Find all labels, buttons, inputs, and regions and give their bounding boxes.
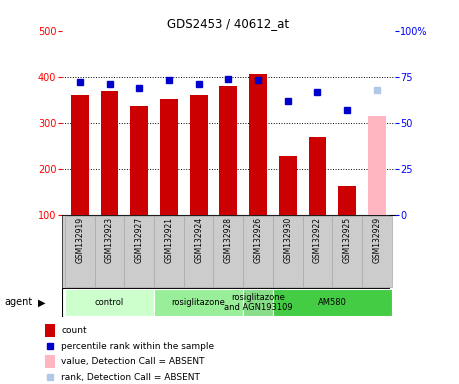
Text: GSM132923: GSM132923	[105, 217, 114, 263]
Bar	[219, 86, 237, 215]
Text: rosiglitazone: rosiglitazone	[172, 298, 225, 307]
Bar	[101, 91, 118, 215]
Bar	[279, 156, 297, 215]
Text: GSM132930: GSM132930	[283, 217, 292, 263]
Text: GSM132927: GSM132927	[134, 217, 144, 263]
Bar	[302, 216, 332, 287]
Text: GSM132922: GSM132922	[313, 217, 322, 263]
Text: ▶: ▶	[38, 297, 45, 308]
Text: rosiglitazone
and AGN193109: rosiglitazone and AGN193109	[224, 293, 292, 312]
Bar	[45, 324, 55, 337]
Text: AM580: AM580	[318, 298, 347, 307]
Bar	[160, 99, 178, 215]
Bar	[368, 116, 386, 215]
Text: GSM132926: GSM132926	[253, 217, 263, 263]
Text: agent: agent	[5, 297, 33, 308]
Bar	[213, 216, 243, 287]
Bar	[154, 216, 184, 287]
Bar	[308, 137, 326, 215]
Bar	[65, 216, 95, 287]
Bar	[95, 216, 124, 287]
Bar	[124, 216, 154, 287]
Bar	[154, 289, 243, 316]
Bar	[184, 216, 213, 287]
Bar	[338, 186, 356, 215]
Bar	[273, 216, 302, 287]
Title: GDS2453 / 40612_at: GDS2453 / 40612_at	[167, 17, 290, 30]
Bar	[65, 289, 154, 316]
Bar	[332, 216, 362, 287]
Bar	[71, 95, 89, 215]
Bar	[362, 216, 392, 287]
Bar	[45, 355, 55, 368]
Text: rank, Detection Call = ABSENT: rank, Detection Call = ABSENT	[61, 373, 200, 382]
Bar	[243, 216, 273, 287]
Text: value, Detection Call = ABSENT: value, Detection Call = ABSENT	[61, 357, 205, 366]
Text: GSM132919: GSM132919	[75, 217, 84, 263]
Text: percentile rank within the sample: percentile rank within the sample	[61, 342, 214, 351]
Text: GSM132929: GSM132929	[372, 217, 381, 263]
Bar	[130, 106, 148, 215]
Bar	[249, 74, 267, 215]
Text: GSM132925: GSM132925	[343, 217, 352, 263]
Text: GSM132924: GSM132924	[194, 217, 203, 263]
Text: control: control	[95, 298, 124, 307]
Text: GSM132928: GSM132928	[224, 217, 233, 263]
Text: count: count	[61, 326, 87, 335]
Text: GSM132921: GSM132921	[164, 217, 174, 263]
Bar	[243, 289, 273, 316]
Bar	[190, 95, 207, 215]
Bar	[273, 289, 392, 316]
